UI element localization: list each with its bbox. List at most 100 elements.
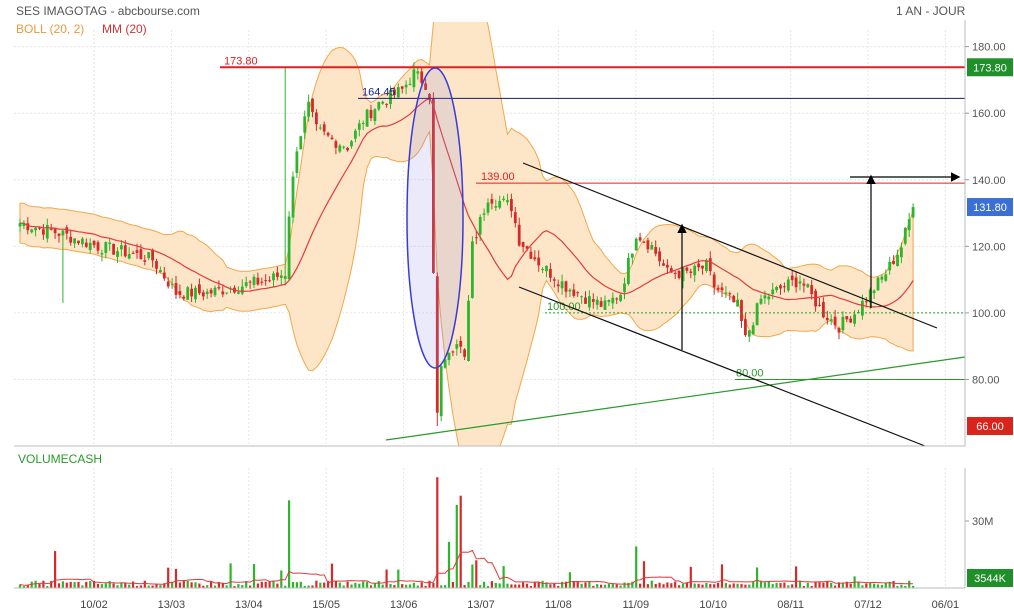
candle-body <box>510 199 513 212</box>
volume-bar <box>775 582 778 588</box>
candle-body <box>96 242 100 251</box>
candle-body <box>361 122 365 124</box>
volume-bar <box>408 584 412 588</box>
volume-bar <box>681 583 685 588</box>
candle-body <box>272 273 275 281</box>
candle-body <box>287 216 291 280</box>
volume-bar <box>748 584 751 588</box>
volume-bar <box>358 583 361 588</box>
volume-bar <box>22 586 25 588</box>
candle-body <box>634 238 638 251</box>
last-price-badge <box>967 198 1013 217</box>
candle-body <box>252 276 256 285</box>
candle-body <box>747 330 751 337</box>
volume-bar <box>900 584 903 588</box>
y-tick-label: 120.00 <box>972 241 1006 253</box>
candle-body <box>689 271 693 273</box>
candle-body <box>77 240 80 244</box>
volume-bar <box>876 584 880 588</box>
candle-body <box>759 298 763 304</box>
candle-body <box>896 255 899 267</box>
candle-body <box>880 276 884 280</box>
candle-body <box>861 300 864 316</box>
candle-body <box>381 101 385 104</box>
candle-body <box>198 284 201 294</box>
volume-bar <box>151 585 154 588</box>
candle-body <box>646 240 650 250</box>
candle-body <box>802 283 806 286</box>
volume-bar <box>471 564 474 588</box>
volume-bar <box>252 564 256 588</box>
volume-bar <box>416 585 419 588</box>
volume-bar <box>740 584 743 588</box>
candle-body <box>705 260 708 271</box>
candle-body <box>201 292 205 297</box>
candle-body <box>104 242 108 253</box>
volume-bar <box>272 581 275 588</box>
candle-body <box>213 287 217 296</box>
x-tick-label: 10/02 <box>80 599 108 611</box>
volume-bar <box>190 582 193 588</box>
candle-body <box>599 301 603 307</box>
candle-body <box>260 281 264 283</box>
volume-bar <box>701 584 704 588</box>
volume-bar <box>713 584 716 588</box>
volume-bar <box>525 583 529 588</box>
volume-bar <box>763 582 766 588</box>
volume-bar <box>163 583 166 588</box>
candle-body <box>100 253 104 255</box>
volume-bar <box>752 581 755 588</box>
volume-bar <box>233 586 236 588</box>
volume-bar <box>783 582 786 588</box>
period-label[interactable]: 1 AN - JOUR <box>896 4 966 18</box>
volume-bar <box>845 581 848 588</box>
candle-body <box>783 286 786 288</box>
candle-body <box>295 151 299 174</box>
volume-bar <box>330 563 334 588</box>
candle-body <box>326 132 330 136</box>
volume-bar <box>241 585 244 588</box>
candle-body <box>892 260 895 264</box>
volume-bar <box>135 586 139 588</box>
candle-body <box>237 292 240 294</box>
volume-bar <box>884 582 887 588</box>
candle-body <box>502 198 505 200</box>
volume-bar <box>837 582 841 588</box>
volume-bar <box>73 582 76 588</box>
candle-body <box>669 268 673 273</box>
candle-body <box>849 318 853 323</box>
candle-body <box>377 102 381 110</box>
volume-bar <box>186 580 189 588</box>
level-label: 164.45 <box>362 86 396 98</box>
candle-body <box>872 290 876 294</box>
volume-bar <box>217 581 220 588</box>
candle-body <box>455 344 459 349</box>
candle-body <box>517 224 521 246</box>
candle-body <box>708 258 712 272</box>
candle-body <box>654 247 658 254</box>
candle-body <box>307 101 310 117</box>
volume-bar <box>834 585 837 588</box>
candle-body <box>467 300 470 361</box>
volume-bar <box>389 584 392 588</box>
volume-bar <box>81 585 84 588</box>
volume-bar <box>678 585 681 588</box>
candle-body <box>541 269 544 271</box>
candle-body <box>112 243 115 255</box>
volume-bar <box>369 585 373 588</box>
volume-bar <box>486 585 490 588</box>
candle-body <box>677 270 681 278</box>
volume-bar <box>405 584 408 588</box>
volume-bar <box>646 584 649 588</box>
candle-body <box>763 295 767 299</box>
volume-bar <box>494 582 497 588</box>
candle-body <box>439 366 443 417</box>
volume-bar <box>849 583 852 588</box>
volume-bar <box>303 585 306 588</box>
candle-body <box>61 230 65 236</box>
candle-body <box>311 98 314 112</box>
candle-body <box>151 249 154 261</box>
volume-bar <box>116 585 119 588</box>
volume-bar <box>888 581 891 588</box>
candle-body <box>568 289 572 292</box>
